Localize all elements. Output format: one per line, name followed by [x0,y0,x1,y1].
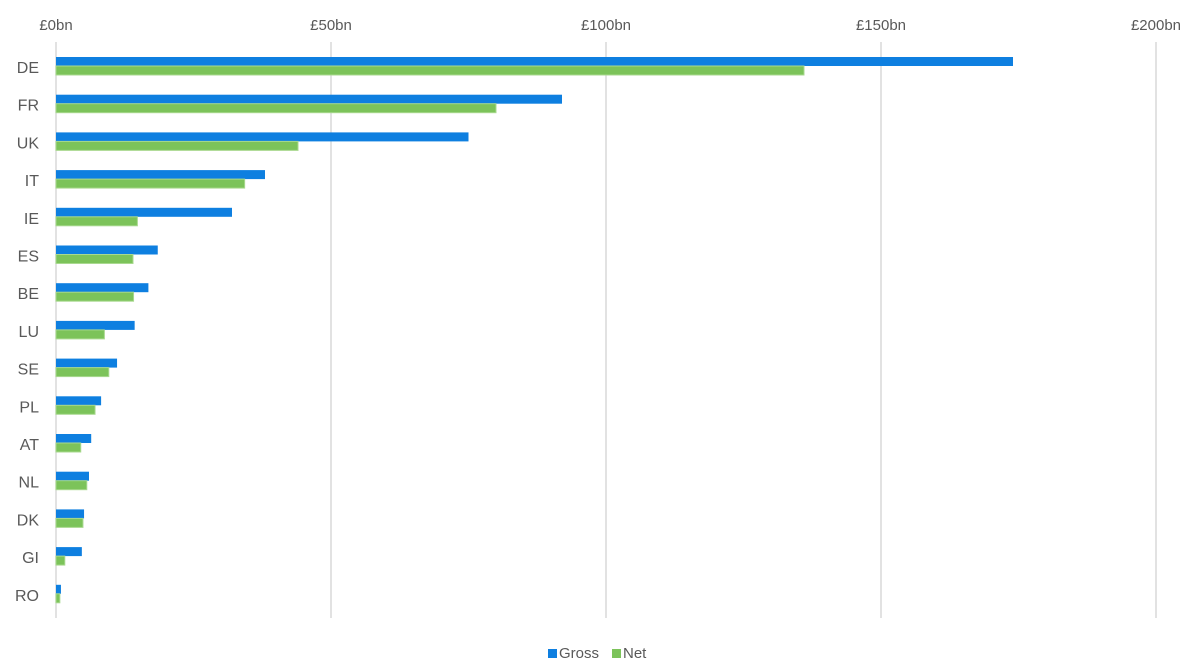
legend-swatch-gross [548,649,557,658]
category-label: GI [22,550,39,567]
category-label: DK [17,512,40,529]
category-label: UK [17,135,40,152]
x-tick-label: £200bn [1131,17,1181,34]
legend-label-net: Net [623,645,647,662]
bar-gross-gi [56,547,82,557]
bar-gross-be [56,283,149,293]
bar-gross-nl [56,471,89,481]
bar-net-uk [55,140,299,151]
bar-net-ie [55,216,138,227]
gridlines [55,42,1157,618]
bar-net-be [55,291,135,302]
bar-net-at [55,442,82,453]
bar-gross-uk [56,132,469,142]
category-label: DE [17,60,39,77]
category-label: IE [24,211,39,228]
x-tick-label: £0bn [39,17,72,34]
category-label: LU [19,324,39,341]
category-label: AT [20,437,39,454]
category-label: NL [19,475,40,492]
bar-net-gi [55,555,66,566]
bar-net-nl [55,480,88,491]
bar-gross-fr [56,94,562,104]
category-label: IT [25,173,39,190]
legend-label-gross: Gross [559,645,599,662]
category-label: FR [18,98,39,115]
bar-gross-se [56,358,118,368]
bar-net-ro [55,593,61,604]
legend-swatch-net [612,649,621,658]
category-label: BE [18,286,39,303]
bar-gross-ie [56,207,232,217]
category-label: ES [18,249,39,266]
bar-gross-it [56,170,265,180]
bar-gross-de [56,57,1013,66]
bar-gross-es [56,245,158,255]
bar-net-it [55,178,246,189]
category-label: SE [18,362,39,379]
bar-net-es [55,254,134,264]
bar-net-dk [55,517,84,528]
category-labels: DE FR UK IT IE ES BE LU SE PL AT NL DK GI RO [15,60,39,605]
bar-gross-lu [56,320,135,330]
bar-gross-at [56,434,92,443]
x-tick-label: £50bn [310,17,352,34]
bar-gross-ro [56,584,61,594]
category-label: PL [19,399,39,416]
bar-net-se [55,367,110,378]
bar-net-lu [55,329,105,340]
bar-net-pl [55,404,96,415]
bar-gross-dk [56,509,85,519]
x-tick-label: £100bn [581,17,631,34]
x-tick-label: £150bn [856,17,906,34]
bars [55,57,1013,604]
bar-net-fr [55,103,497,114]
category-label: RO [15,588,39,605]
bar-gross-pl [56,396,102,406]
x-tick-labels: £0bn £50bn £100bn £150bn £200bn [39,17,1181,34]
legend: Gross Net [548,645,647,662]
bar-net-de [55,65,805,76]
